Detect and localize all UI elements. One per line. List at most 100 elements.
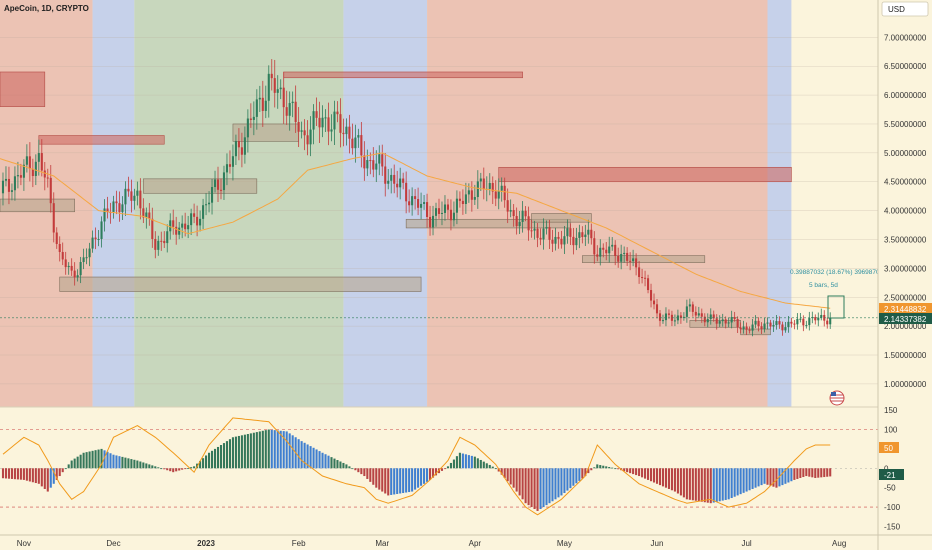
oscillator-bar: [118, 456, 121, 469]
candle-body: [527, 216, 530, 231]
candle-body: [769, 322, 772, 327]
oscillator-bar: [428, 468, 432, 480]
candle-body: [733, 317, 736, 320]
oscillator-bar: [172, 468, 175, 473]
oscillator-bar: [52, 468, 55, 484]
price-tick-label: 2.50000000: [884, 293, 927, 302]
candle-body: [369, 160, 372, 162]
candle-body: [333, 111, 336, 130]
price-tick-label: 7.00000000: [884, 33, 927, 42]
candle-body: [225, 164, 229, 173]
oscillator-bar: [115, 455, 118, 469]
oscillator-bar: [548, 468, 551, 504]
measure-box[interactable]: [827, 295, 845, 319]
oscillator-bar: [417, 468, 420, 488]
candle-body: [557, 236, 560, 239]
oscillator-bar: [366, 468, 369, 479]
osc-value-badge: -21: [879, 469, 904, 480]
oscillator-bar: [721, 468, 724, 501]
candle-body: [378, 154, 381, 164]
session-zone: [134, 0, 344, 407]
candle-body: [142, 208, 145, 218]
oscillator-bar: [348, 466, 351, 469]
candle-body: [697, 313, 700, 316]
oscillator-tick-label: -150: [884, 522, 901, 531]
oscillator-bar: [682, 468, 685, 498]
candle-body: [22, 164, 25, 178]
oscillator-bar: [644, 468, 647, 479]
candle-body: [184, 223, 187, 230]
candle-body: [443, 204, 447, 213]
candle-body: [802, 318, 805, 326]
candle-body: [652, 300, 656, 305]
candle-body: [100, 221, 103, 239]
candle-body: [336, 111, 339, 115]
oscillator-bar: [727, 468, 730, 500]
candle-body: [208, 202, 211, 205]
oscillator-tick-label: 100: [884, 425, 898, 434]
candle-body: [64, 259, 67, 268]
oscillator-bar: [455, 456, 458, 469]
candle-body: [321, 117, 324, 128]
candle-body: [339, 114, 342, 133]
candle-body: [130, 191, 133, 201]
oscillator-bar: [784, 468, 787, 484]
oscillator-bar: [166, 468, 169, 471]
oscillator-bar: [402, 468, 405, 494]
oscillator-bar: [10, 468, 13, 479]
candle-body: [512, 210, 515, 217]
oscillator-bar: [739, 468, 742, 495]
oscillator-bar: [258, 431, 261, 469]
candle-body: [808, 318, 811, 326]
oscillator-bar: [237, 435, 240, 469]
oscillator-bar: [261, 430, 264, 469]
oscillator-bar: [288, 433, 291, 469]
candle-body: [222, 172, 226, 191]
oscillator-bar: [321, 452, 324, 469]
supply-demand-box: [689, 320, 741, 328]
candle-body: [724, 319, 727, 324]
oscillator-bar: [76, 456, 79, 469]
oscillator-bar: [142, 462, 145, 469]
candle-body: [366, 160, 369, 169]
oscillator-bar: [28, 468, 31, 482]
oscillator-bar: [264, 430, 267, 469]
oscillator-bar: [533, 468, 536, 510]
oscillator-bar: [673, 468, 676, 492]
candle-body: [509, 210, 512, 212]
oscillator-bar: [273, 430, 276, 469]
oscillator-bar: [569, 468, 572, 489]
session-zones: [0, 0, 792, 407]
oscillator-bar: [228, 439, 231, 469]
candle-body: [213, 179, 217, 188]
oscillator-bar: [485, 463, 488, 469]
oscillator-bar: [216, 446, 220, 469]
candle-body: [590, 229, 593, 239]
oscillator-bar: [724, 468, 727, 500]
supply-demand-box: [531, 213, 592, 223]
price-tick-label: 1.50000000: [884, 351, 927, 360]
candle-body: [500, 185, 503, 191]
candle-body: [685, 306, 688, 317]
candle-body: [133, 195, 136, 201]
candle-body: [4, 178, 8, 181]
candle-body: [151, 218, 154, 239]
oscillator-bar: [151, 465, 154, 469]
oscillator-bar: [545, 468, 548, 506]
oscillator-bar: [694, 468, 697, 501]
supply-demand-box: [232, 123, 299, 142]
candle-body: [545, 227, 548, 229]
oscillator-bar: [652, 468, 656, 483]
us-flag-icon[interactable]: [829, 390, 845, 406]
price-tick-label: 5.50000000: [884, 120, 927, 129]
oscillator-bar: [760, 468, 763, 486]
oscillator-bar: [387, 468, 390, 496]
oscillator-bar: [811, 468, 814, 478]
candle-body: [763, 323, 766, 330]
currency-button[interactable]: USD: [881, 1, 929, 17]
oscillator-bar: [488, 464, 491, 469]
oscillator-bar: [479, 459, 482, 469]
oscillator-bar: [820, 468, 823, 478]
time-tick-label: Jun: [651, 539, 664, 548]
